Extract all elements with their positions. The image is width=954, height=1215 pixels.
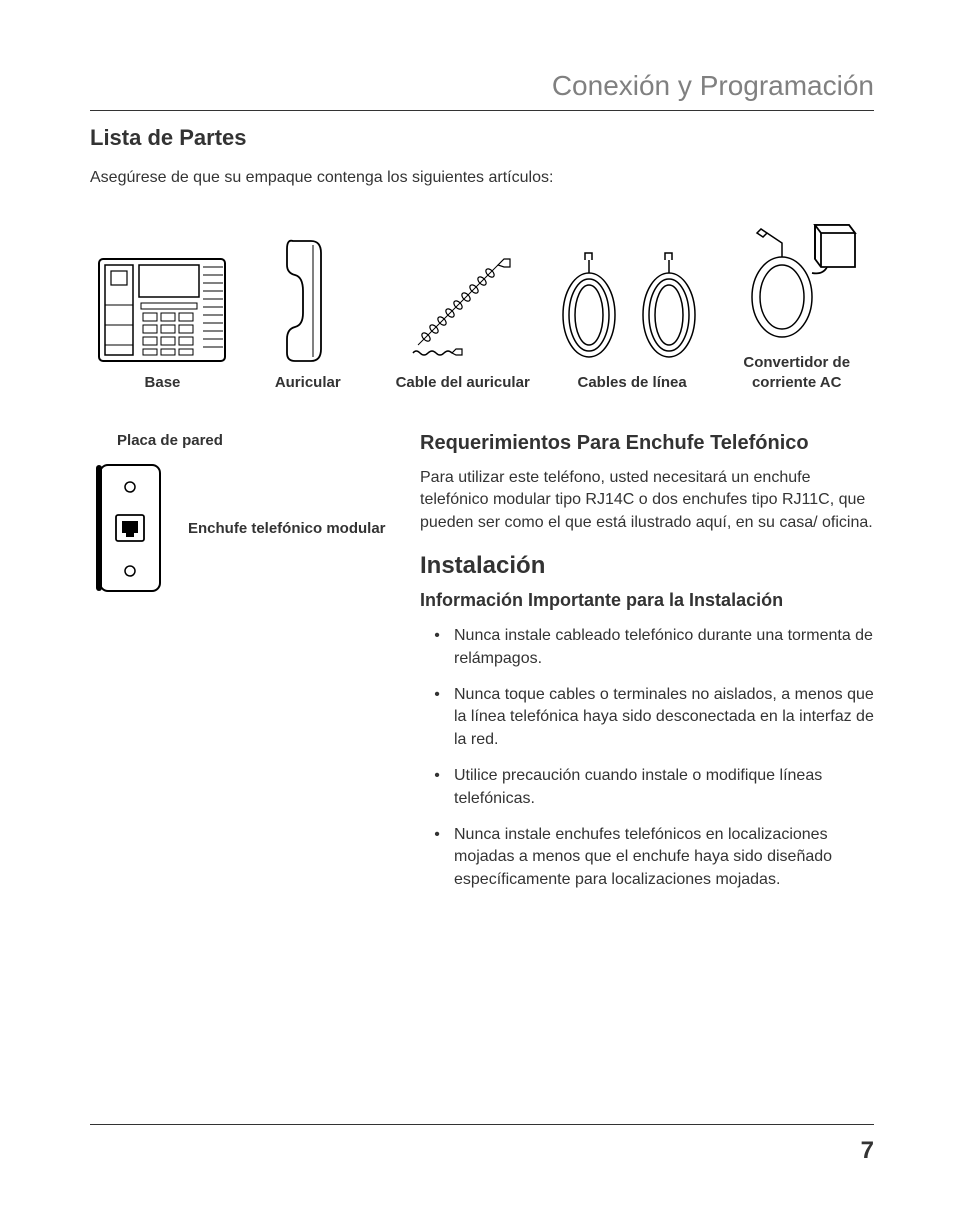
part-line-cords: Cables de línea (555, 245, 710, 393)
right-column: Requerimientos Para Enchufe Telefónico P… (420, 432, 874, 905)
lower-section: Placa de pared Enchufe telefónico modula… (90, 432, 874, 905)
handset-icon (273, 235, 343, 365)
install-item: •Nunca toque cables o terminales no aisl… (420, 684, 874, 751)
part-ac-adapter: Convertidor de corriente AC (719, 215, 874, 392)
footer-rule (90, 1124, 874, 1125)
part-base: Base (90, 255, 235, 393)
wallplate-column: Placa de pared Enchufe telefónico modula… (90, 432, 390, 905)
bullet-icon: • (420, 684, 454, 751)
bullet-icon: • (420, 765, 454, 810)
installation-title: Instalación (420, 552, 874, 580)
bullet-icon: • (420, 625, 454, 670)
handset-label: Auricular (275, 373, 341, 393)
part-handset-cord: Cable del auricular (381, 245, 545, 393)
install-item: •Nunca instale enchufes telefónicos en l… (420, 824, 874, 891)
parts-row: Base Auricular Cable (90, 215, 874, 392)
install-item-text: Nunca toque cables o terminales no aisla… (454, 684, 874, 751)
base-label: Base (145, 373, 181, 393)
chapter-title: Conexión y Programación (90, 70, 874, 102)
wallplate-icon (90, 459, 170, 599)
jack-requirements-body: Para utilizar este teléfono, usted neces… (420, 467, 874, 534)
ac-adapter-icon (727, 215, 867, 345)
page-number: 7 (861, 1137, 874, 1165)
line-cords-icon (557, 245, 707, 365)
ac-adapter-label: Convertidor de corriente AC (719, 353, 874, 392)
line-cords-label: Cables de línea (578, 373, 687, 393)
jack-label: Enchufe telefónico modular (188, 519, 386, 539)
wallplate-title: Placa de pared (90, 432, 250, 449)
install-item-text: Utilice precaución cuando instale o modi… (454, 765, 874, 810)
installation-list: •Nunca instale cableado telefónico duran… (420, 625, 874, 891)
installation-subtitle: Información Importante para la Instalaci… (420, 590, 874, 611)
base-icon (97, 255, 227, 365)
bullet-icon: • (420, 824, 454, 891)
handset-cord-icon (398, 245, 528, 365)
part-handset: Auricular (245, 235, 371, 393)
parts-intro: Asegúrese de que su empaque contenga los… (90, 169, 874, 187)
handset-cord-label: Cable del auricular (396, 373, 530, 393)
install-item: •Utilice precaución cuando instale o mod… (420, 765, 874, 810)
parts-list-title: Lista de Partes (90, 125, 874, 151)
install-item: •Nunca instale cableado telefónico duran… (420, 625, 874, 670)
jack-requirements-title: Requerimientos Para Enchufe Telefónico (420, 432, 874, 455)
install-item-text: Nunca instale cableado telefónico durant… (454, 625, 874, 670)
header-rule (90, 110, 874, 111)
install-item-text: Nunca instale enchufes telefónicos en lo… (454, 824, 874, 891)
